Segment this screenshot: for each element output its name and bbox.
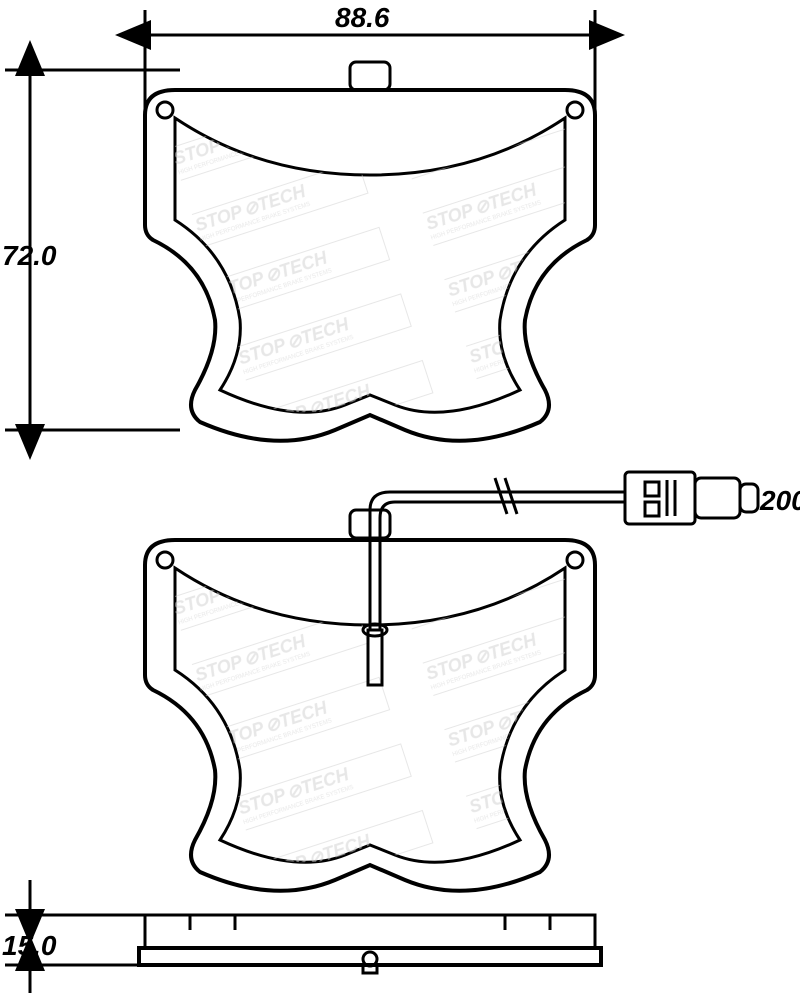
tech-drawing: STOP⊘TECH HIGH PERFORMANCE BRAKE SYSTEMS…: [0, 0, 800, 993]
dim-width-value: 88.6: [335, 2, 390, 33]
dim-thickness: 15.0: [2, 880, 155, 993]
dim-width: 88.6: [145, 2, 595, 115]
brake-pad-face-2: [145, 472, 758, 891]
brake-pad-side-view: [139, 915, 601, 973]
dim-height-value: 72.0: [2, 240, 57, 271]
brake-pad-face-1: [145, 62, 595, 441]
dim-thickness-value: 15.0: [2, 930, 57, 961]
dim-height: 72.0: [2, 70, 180, 430]
dim-sensor-value: 200: [759, 485, 800, 516]
